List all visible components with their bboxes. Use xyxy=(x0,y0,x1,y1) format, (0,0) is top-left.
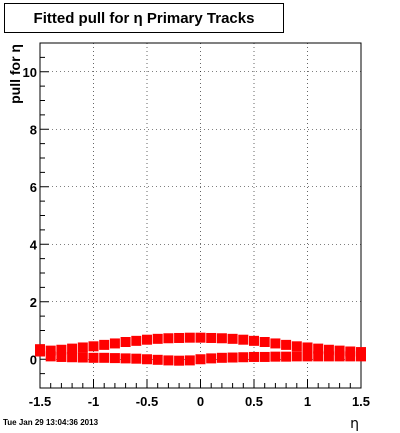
data-point xyxy=(227,333,238,344)
data-series xyxy=(35,332,366,366)
x-tick-label: 0.5 xyxy=(245,394,263,409)
data-point xyxy=(216,333,227,344)
data-point xyxy=(302,342,313,353)
data-point xyxy=(142,334,152,345)
data-point xyxy=(174,332,185,343)
data-point xyxy=(291,351,302,362)
x-tick-label: -1.5 xyxy=(29,394,51,409)
x-tick-label: 0 xyxy=(197,394,204,409)
data-point xyxy=(249,335,259,346)
data-point xyxy=(45,351,56,362)
data-point xyxy=(270,351,281,362)
data-point xyxy=(259,337,270,347)
axis-ticks: -1.5 -1 -0.5 0 0.5 1 1.5 0 2 4 6 8 10 xyxy=(23,42,370,409)
y-tick-label: 2 xyxy=(30,295,37,310)
y-axis-label: pull for η xyxy=(7,44,23,104)
data-point xyxy=(313,343,324,354)
y-tick-label: 6 xyxy=(30,180,37,195)
data-point xyxy=(249,351,259,362)
x-axis-label: η xyxy=(350,416,359,432)
data-point xyxy=(56,351,67,362)
data-point xyxy=(99,339,110,350)
data-point xyxy=(334,345,345,356)
data-point xyxy=(174,355,185,366)
data-point xyxy=(163,355,174,366)
data-point xyxy=(67,343,78,354)
data-point xyxy=(152,333,163,344)
data-point xyxy=(195,332,206,343)
data-point xyxy=(184,355,195,366)
data-point xyxy=(120,353,131,364)
data-point xyxy=(109,338,120,349)
data-point xyxy=(184,332,195,343)
x-tick-label: -1 xyxy=(88,394,100,409)
data-point xyxy=(88,341,99,352)
data-point xyxy=(131,353,142,364)
data-point xyxy=(45,345,56,356)
data-point xyxy=(35,344,45,355)
data-point xyxy=(142,354,152,365)
y-tick-label: 4 xyxy=(30,237,38,252)
data-point xyxy=(334,351,345,362)
data-point xyxy=(281,351,292,362)
data-point xyxy=(216,352,227,363)
data-point xyxy=(99,352,110,363)
y-tick-label: 0 xyxy=(30,352,37,367)
data-point xyxy=(206,353,217,364)
data-point xyxy=(323,344,334,355)
x-tick-label: 1.5 xyxy=(352,394,370,409)
x-tick-label: -0.5 xyxy=(136,394,158,409)
data-point xyxy=(281,339,292,350)
data-point xyxy=(67,352,78,363)
data-point xyxy=(163,333,174,344)
timestamp-footer: Tue Jan 29 13:04:36 2013 xyxy=(3,418,99,427)
data-point xyxy=(77,342,88,353)
chart-title: Fitted pull for η Primary Tracks xyxy=(4,3,284,33)
data-point xyxy=(238,352,249,363)
data-point xyxy=(259,351,270,362)
data-point xyxy=(56,344,67,355)
y-tick-label: 10 xyxy=(23,65,37,80)
data-point xyxy=(206,332,217,343)
data-point xyxy=(120,337,131,347)
data-point xyxy=(227,352,238,363)
data-point xyxy=(131,335,142,346)
data-point xyxy=(109,353,120,364)
data-point xyxy=(270,338,281,349)
data-point xyxy=(356,351,366,362)
y-tick-label: 8 xyxy=(30,122,37,137)
data-point xyxy=(195,354,206,365)
data-point xyxy=(152,354,163,365)
x-tick-label: 1 xyxy=(304,394,311,409)
data-point xyxy=(238,334,249,345)
data-point xyxy=(77,352,88,363)
data-point xyxy=(313,351,324,362)
series-2 xyxy=(35,344,366,366)
data-point xyxy=(302,351,313,362)
data-point xyxy=(88,352,99,363)
data-point xyxy=(345,351,356,362)
data-point xyxy=(291,341,302,352)
data-point xyxy=(323,351,334,362)
